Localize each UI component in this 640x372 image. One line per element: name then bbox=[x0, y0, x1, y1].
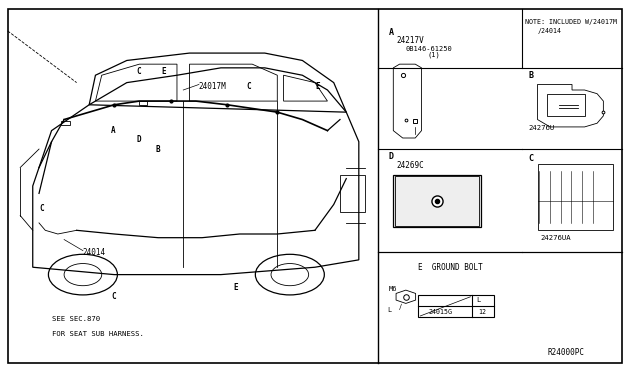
Text: A: A bbox=[389, 28, 394, 37]
Text: B: B bbox=[528, 71, 533, 80]
Text: NOTE: INCLUDED W/24017M: NOTE: INCLUDED W/24017M bbox=[525, 19, 617, 25]
Bar bbox=[419, 295, 493, 317]
Text: 12: 12 bbox=[478, 308, 486, 315]
Text: M6: M6 bbox=[388, 286, 397, 292]
Text: C: C bbox=[528, 154, 533, 163]
Text: (1): (1) bbox=[428, 52, 440, 58]
Bar bbox=[538, 164, 612, 230]
Text: D: D bbox=[136, 135, 141, 144]
Text: C: C bbox=[39, 203, 44, 213]
Bar bbox=[61, 121, 70, 125]
Text: 24014: 24014 bbox=[83, 248, 106, 257]
Text: 24269C: 24269C bbox=[396, 161, 424, 170]
Text: E: E bbox=[234, 283, 238, 292]
Bar bbox=[394, 175, 481, 227]
Bar bbox=[140, 101, 147, 105]
Text: C: C bbox=[136, 67, 141, 76]
Text: C: C bbox=[246, 82, 251, 91]
Text: E: E bbox=[161, 67, 166, 76]
Bar bbox=[340, 175, 365, 212]
Text: B: B bbox=[155, 145, 159, 154]
Text: A: A bbox=[111, 126, 116, 135]
Text: 24017M: 24017M bbox=[199, 82, 227, 91]
Text: E  GROUND BOLT: E GROUND BOLT bbox=[419, 263, 483, 272]
Text: L: L bbox=[476, 297, 480, 303]
Text: 0B146-61250: 0B146-61250 bbox=[406, 46, 452, 52]
Bar bbox=[547, 94, 584, 116]
Bar bbox=[395, 176, 479, 225]
Text: 24217V: 24217V bbox=[396, 36, 424, 45]
Text: D: D bbox=[389, 152, 394, 161]
Text: 24276UA: 24276UA bbox=[541, 235, 572, 241]
Text: SEE SEC.870: SEE SEC.870 bbox=[52, 316, 100, 322]
Text: /24014: /24014 bbox=[538, 28, 561, 34]
Text: E: E bbox=[315, 82, 319, 91]
Text: L: L bbox=[387, 307, 391, 313]
Text: FOR SEAT SUB HARNESS.: FOR SEAT SUB HARNESS. bbox=[52, 331, 143, 337]
Text: 24276U: 24276U bbox=[528, 125, 554, 131]
Text: R24000PC: R24000PC bbox=[547, 348, 584, 357]
Text: C: C bbox=[111, 292, 116, 301]
Text: 24015G: 24015G bbox=[428, 308, 452, 315]
